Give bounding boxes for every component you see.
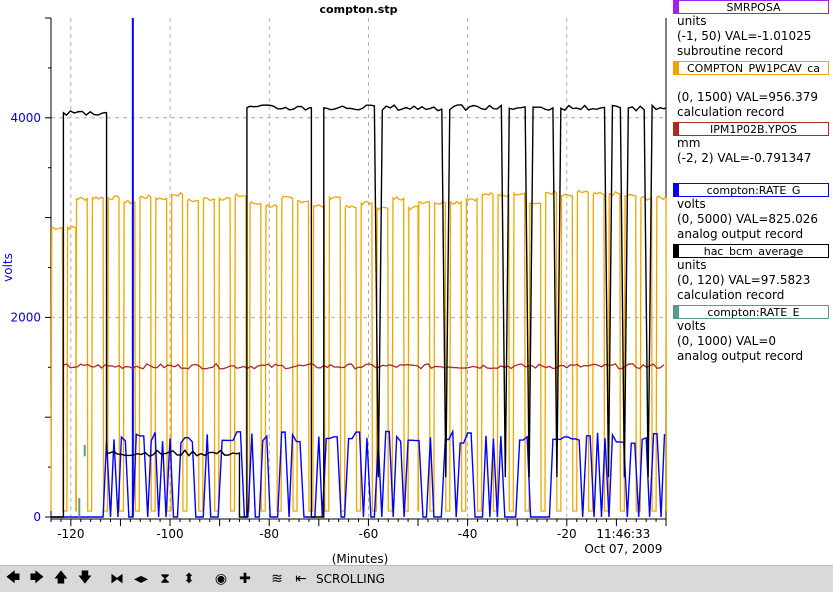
y-tick-label: 0 [33,510,41,524]
legend-label[interactable]: compton:RATE_E [673,305,829,319]
scroll-right-button[interactable]: 🡆 [29,570,45,586]
legend-label[interactable]: SMRPOSA [673,0,829,14]
toolbar: 🡄 🡆 🡅 🡇 ⧓ ◂▸ ⧗ ⬍ ◉ ✚ ≋ ⇤ SCROLLING [0,565,833,592]
legend-record [668,166,833,181]
legend-label[interactable]: COMPTON_PW1PCAV_ca [673,61,829,75]
x-tick-label: -120 [57,527,84,541]
legend-units: mm [677,136,701,150]
legend-units: volts [677,197,706,211]
wave-button[interactable]: ≋ [271,571,283,587]
strip-chart[interactable]: compton.stp 0 2000 4000 volts -120 -100 -80 -60 -… [0,0,668,565]
legend-units [668,75,833,90]
scroll-down-button[interactable]: 🡇 [77,570,93,586]
scroll-up-button[interactable]: 🡅 [53,570,69,586]
legend-range-val: (0, 120) VAL=97.5823 [677,273,811,287]
legend-entry[interactable]: compton:RATE_G volts (0, 5000) VAL=825.026… [668,183,833,244]
legend-record: analog output record [677,349,804,363]
zoom-out-horizontal-button[interactable]: ◂▸ [133,571,149,587]
y-tick-label: 4000 [10,111,41,125]
legend-label[interactable]: hac_bcm_average [673,244,829,258]
legend-entry[interactable]: SMRPOSA units (-1, 50) VAL=-1.01025 subrout… [668,0,833,61]
legend-label[interactable]: IPM1P02B.YPOS [673,122,829,136]
scrolling-status: SCROLLING [316,572,385,586]
add-button[interactable]: ✚ [239,571,251,587]
legend-units: volts [677,319,706,333]
date-label: Oct 07, 2009 [584,542,662,556]
zoom-in-vertical-button[interactable]: ⧗ [160,571,170,587]
legend: SMRPOSA units (-1, 50) VAL=-1.01025 subrout… [668,0,833,366]
series-line-bcm [51,103,667,518]
series-line-rate [51,428,666,518]
legend-range-val: (0, 1500) VAL=956.379 [677,90,818,104]
legend-record: subroutine record [677,44,784,58]
legend-record: analog output record [677,227,804,241]
series-line-cavity [50,189,668,512]
legend-entry[interactable]: IPM1P02B.YPOS mm (-2, 2) VAL=-0.791347 [668,122,833,183]
time-label: 11:46:33 [596,527,650,541]
x-axis-label: (Minutes) [332,552,389,565]
legend-range-val: (0, 5000) VAL=825.026 [677,212,818,226]
legend-label[interactable]: compton:RATE_G [673,183,829,197]
series-line-flat [63,362,665,370]
legend-entry[interactable]: COMPTON_PW1PCAV_ca (0, 1500) VAL=956.379… [668,61,833,122]
zoom-out-vertical-button[interactable]: ⬍ [183,571,195,587]
jump-button[interactable]: ⇤ [295,571,307,587]
target-button[interactable]: ◉ [214,571,228,587]
x-tick-label: -80 [259,527,279,541]
legend-record: calculation record [677,105,785,119]
x-tick-label: -40 [458,527,478,541]
y-axis-label: volts [1,253,15,282]
legend-units: units [677,14,707,28]
legend-entry[interactable]: compton:RATE_E volts (0, 1000) VAL=0 analog… [668,305,833,366]
legend-range-val: (-2, 2) VAL=-0.791347 [677,151,812,165]
zoom-in-horizontal-button[interactable]: ⧓ [110,571,124,587]
legend-range-val: (0, 1000) VAL=0 [677,334,777,348]
x-tick-label: -60 [359,527,379,541]
x-tick-label: -100 [156,527,183,541]
legend-units: units [677,258,707,272]
scroll-left-button[interactable]: 🡄 [5,570,21,586]
legend-record: calculation record [677,288,785,302]
legend-range-val: (-1, 50) VAL=-1.01025 [677,29,812,43]
x-tick-label: -20 [557,527,577,541]
legend-entry[interactable]: hac_bcm_average units (0, 120) VAL=97.5823… [668,244,833,305]
y-tick-label: 2000 [10,310,41,324]
chart-title: compton.stp [320,3,398,16]
